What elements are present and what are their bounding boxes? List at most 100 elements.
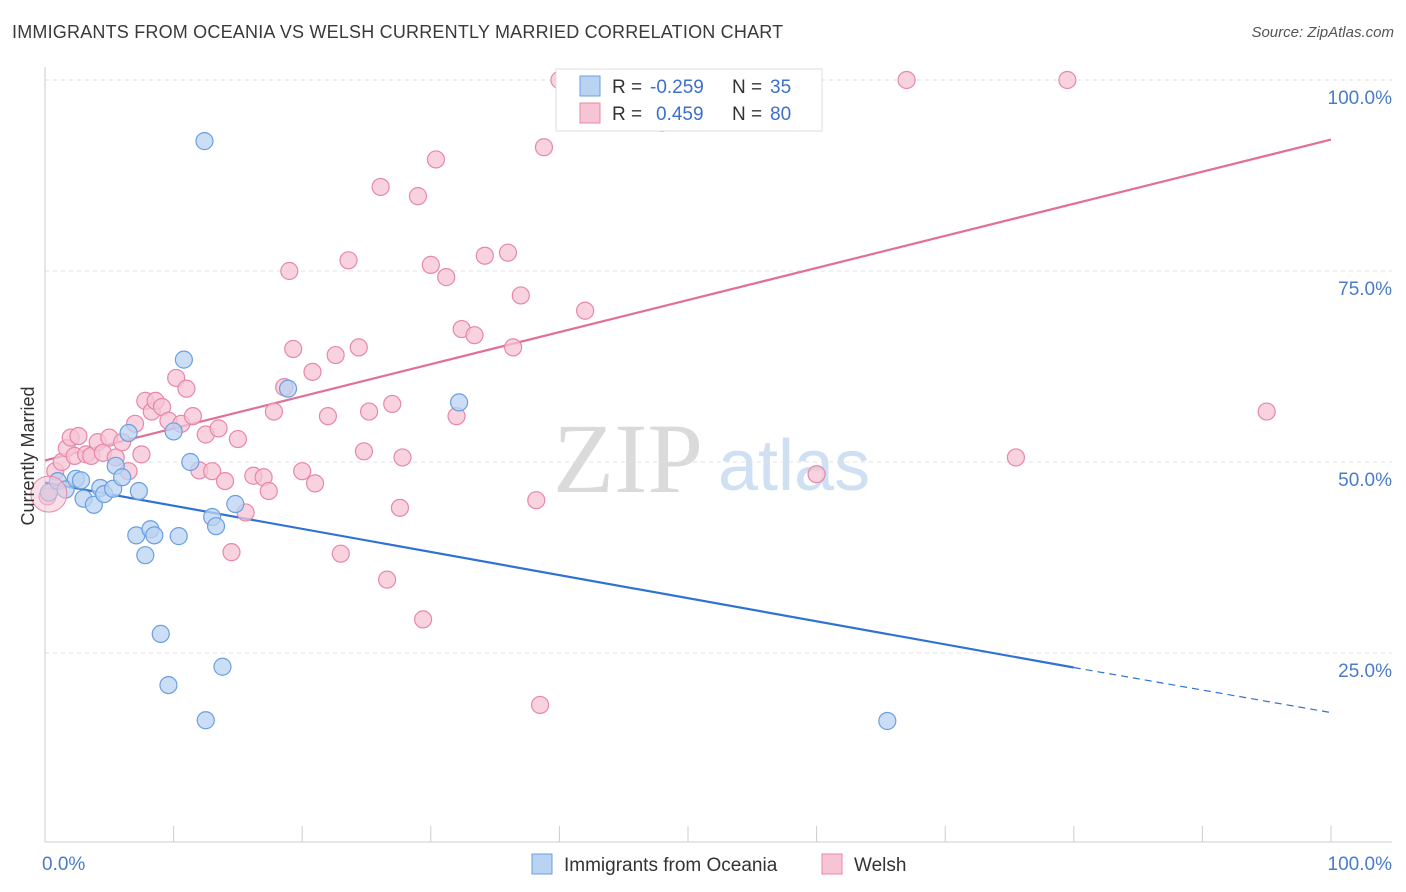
point-welsh-6 [69, 426, 88, 446]
point-oceania-20 [164, 422, 183, 441]
point-oceania-14 [129, 481, 148, 501]
point-oceania-12 [119, 423, 138, 443]
point-welsh-50 [359, 402, 379, 421]
point-oceania-32 [878, 711, 897, 731]
point-welsh-30 [215, 472, 235, 491]
point-welsh-29 [209, 419, 228, 438]
series-legend: Immigrants from Oceania Welsh [531, 853, 906, 876]
legend-r-label-1: R = [612, 77, 642, 98]
point-welsh-69 [531, 695, 550, 715]
point-welsh-31 [222, 543, 241, 562]
point-welsh-45 [326, 345, 345, 365]
point-welsh-66 [504, 338, 523, 357]
point-oceania-31 [449, 393, 469, 412]
trend-line-oceania-extension [1073, 666, 1332, 714]
source-credit: Source: ZipAtlas.com [1251, 24, 1394, 41]
y-tick-label: 75.0% [1338, 279, 1392, 300]
point-welsh-60 [437, 268, 456, 287]
legend-item-welsh-swatch [821, 853, 843, 875]
point-welsh-75 [807, 465, 826, 484]
point-oceania-22 [174, 350, 193, 369]
legend-swatch-pink [579, 102, 601, 124]
point-welsh-54 [390, 498, 410, 517]
point-welsh-59 [426, 150, 446, 169]
point-welsh-67 [511, 286, 530, 305]
legend-r-label-2: R = [612, 104, 642, 125]
point-welsh-57 [413, 610, 433, 629]
point-welsh-41 [293, 462, 312, 481]
point-oceania-29 [226, 494, 245, 514]
point-welsh-64 [475, 246, 494, 265]
x-tick-label-max: 100.0% [1328, 854, 1393, 875]
point-welsh-44 [318, 407, 338, 426]
point-oceania-30 [278, 379, 298, 398]
point-oceania-24 [195, 132, 214, 151]
axes [44, 67, 1392, 843]
point-welsh-53 [383, 394, 402, 414]
point-oceania-21 [169, 527, 188, 546]
point-welsh-36 [259, 481, 278, 501]
y-tick-label: 50.0% [1338, 470, 1392, 491]
point-oceania-27 [206, 517, 226, 536]
point-welsh-37 [264, 402, 284, 421]
point-oceania-17 [145, 526, 164, 545]
point-welsh-76 [897, 70, 916, 90]
x-tick-label-min: 0.0% [42, 854, 85, 875]
legend-r-value-2: 0.459 [656, 104, 704, 125]
point-welsh-65 [498, 243, 518, 262]
point-welsh-72 [576, 301, 595, 320]
point-welsh-56 [408, 187, 428, 206]
watermark-atlas: atlas [718, 426, 870, 506]
watermark-zip: ZIP [553, 403, 703, 514]
point-oceania-18 [151, 624, 170, 644]
y-tick-label: 25.0% [1338, 661, 1392, 682]
point-welsh-55 [393, 448, 412, 467]
point-oceania-28 [213, 657, 232, 676]
point-welsh-52 [377, 570, 397, 589]
point-welsh-43 [305, 474, 325, 493]
point-welsh-large [30, 475, 68, 513]
point-welsh-58 [421, 255, 440, 274]
point-welsh-39 [280, 261, 299, 281]
point-welsh-49 [354, 442, 374, 461]
point-welsh-32 [228, 429, 247, 449]
point-oceania-25 [196, 711, 215, 730]
chart-title: IMMIGRANTS FROM OCEANIA VS WELSH CURRENT… [12, 22, 784, 42]
point-welsh-48 [349, 338, 368, 357]
legend-item-oceania-label: Immigrants from Oceania [564, 855, 778, 876]
point-welsh-46 [331, 544, 350, 563]
point-welsh-16 [132, 445, 151, 464]
point-welsh-68 [527, 491, 546, 510]
point-welsh-70 [534, 138, 554, 157]
point-welsh-25 [183, 407, 202, 426]
point-welsh-47 [339, 251, 358, 270]
y-tick-label: 100.0% [1328, 88, 1393, 109]
point-oceania-19 [159, 675, 178, 695]
point-oceania-23 [181, 452, 200, 472]
legend-n-label-2: N = [732, 104, 762, 125]
point-welsh-79 [1257, 402, 1276, 421]
legend-n-value-2: 80 [770, 104, 791, 125]
y-tick-labels: 100.0% 75.0% 50.0% 25.0% [1328, 88, 1393, 682]
point-oceania-11 [113, 468, 132, 487]
legend-n-value-1: 35 [770, 77, 791, 98]
legend-item-welsh-label: Welsh [854, 855, 906, 876]
point-welsh-51 [371, 177, 390, 197]
legend-n-label-1: N = [732, 77, 762, 98]
legend-r-value-1: -0.259 [650, 77, 704, 98]
gridlines [45, 79, 1392, 654]
legend-swatch-blue [579, 75, 601, 97]
stats-legend: R = -0.259 N = 35 R = 0.459 N = 80 [555, 68, 823, 132]
x-tick-labels: 0.0% 100.0% [42, 854, 1392, 875]
point-welsh-63 [465, 326, 484, 345]
point-welsh-78 [1058, 70, 1077, 90]
point-oceania-4 [71, 471, 91, 490]
trend-line-welsh [44, 138, 1332, 462]
point-welsh-42 [303, 362, 322, 381]
y-axis-title: Currently Married [18, 386, 38, 525]
point-welsh-24 [177, 379, 196, 398]
point-oceania-15 [136, 546, 155, 565]
point-welsh-40 [284, 339, 303, 359]
point-welsh-28 [203, 462, 222, 481]
